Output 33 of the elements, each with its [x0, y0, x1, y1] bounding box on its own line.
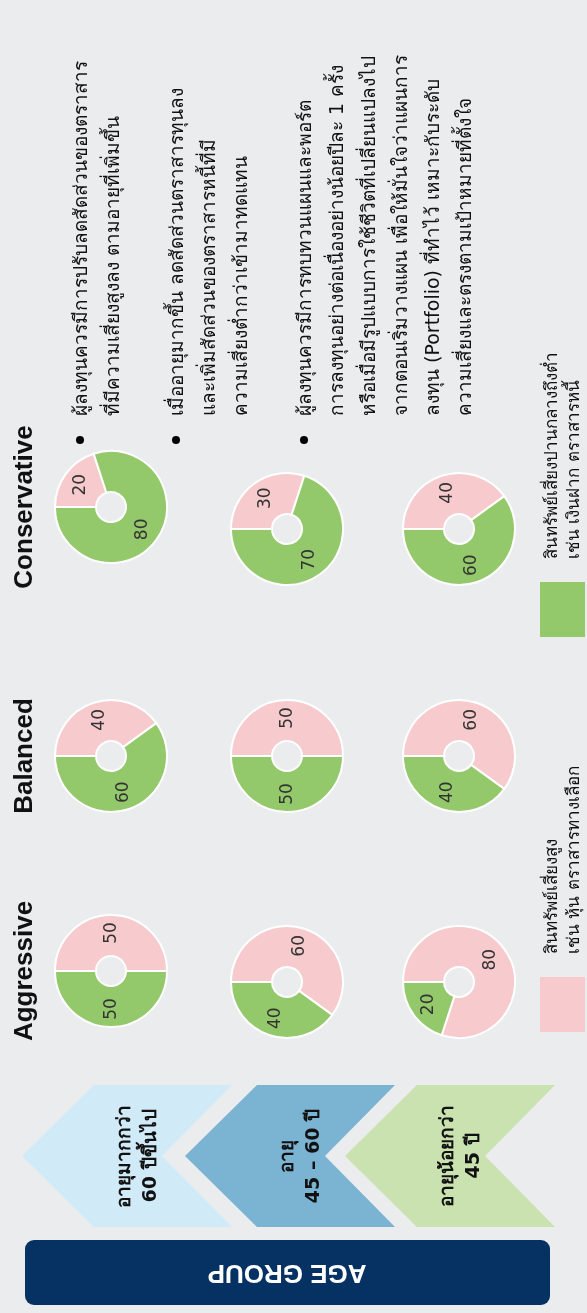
text: ผู้ลงทุนควรมีการทบทวนแผนและพอร์ต การลงทุนอย่างต่อเนื่องอย่างน้อยปีละ 1 ครั้ง หรือเมื่อมีรูปแบบการใช้ชีวิตที่เปลี่ยนแปลงไป จากตอนเริ่มวางแผน เพื่อให้มั่นใจว่าแผนการ ลงทุน (Portfolio) ที่ทำไว้ เหมาะกับระดับ ความเสี่ยงและตรงตามเป้าหมายที่ตั้งใจ — [292, 53, 476, 416]
data-label: 50 — [276, 707, 296, 729]
text: อายุน้อยกว่า 45 ปี — [434, 1104, 484, 1209]
donut-slice — [402, 925, 516, 1039]
donut-slice — [230, 474, 344, 586]
slice-label: สินทรัพย์เสี่ยงสูง เช่น หุ้น ตราสารทางเลือก — [540, 766, 584, 954]
text: ผู้ลงทุนควรมีการปรับลดสัดส่วนของตราสาร ที่มีความเสี่ยงสูงลง ตามอายุที่เพิ่มขึ้น — [68, 60, 125, 416]
data-label: 50 — [276, 783, 296, 805]
data-label: 40 — [88, 709, 109, 731]
text: Balanced — [8, 698, 38, 814]
data-label: 60 — [287, 935, 308, 957]
data-label: 70 — [298, 548, 319, 571]
text: Conservative — [8, 425, 38, 589]
text: อายุ 45 – 60 ปี — [274, 1107, 324, 1206]
text: Aggressive — [8, 900, 38, 1042]
slice-label: สินทรัพย์เสี่ยงปานกลางถึงต่ำ เช่น เงินฝาก ตราสารหนี้ — [540, 352, 584, 559]
data-label: 40 — [436, 781, 457, 803]
data-label: 40 — [264, 1007, 285, 1029]
donut-slice — [54, 450, 168, 564]
data-label: 20 — [69, 473, 90, 496]
data-label: 50 — [100, 998, 120, 1020]
data-label: 80 — [478, 948, 499, 971]
data-label: 80 — [130, 518, 151, 541]
data-label: 60 — [111, 781, 132, 803]
data-label: 60 — [459, 554, 480, 576]
text: อายุมากกว่า 60 ปีขึ้นไป — [111, 1103, 161, 1210]
text: เมื่ออายุมากขึ้น ลดสัดส่วนตราสารทุนลง และเพิ่มสัดส่วนของตราสารหนี้ที่มี ความเสี่ยงต่ำกว่าเข้ามาทดแทน — [162, 86, 252, 416]
data-label: 40 — [436, 482, 457, 504]
text: AGE GROUP — [207, 1257, 367, 1289]
data-label: 60 — [459, 709, 480, 731]
data-label: 50 — [100, 922, 120, 944]
data-label: 20 — [417, 993, 438, 1016]
data-label: 30 — [253, 487, 274, 510]
